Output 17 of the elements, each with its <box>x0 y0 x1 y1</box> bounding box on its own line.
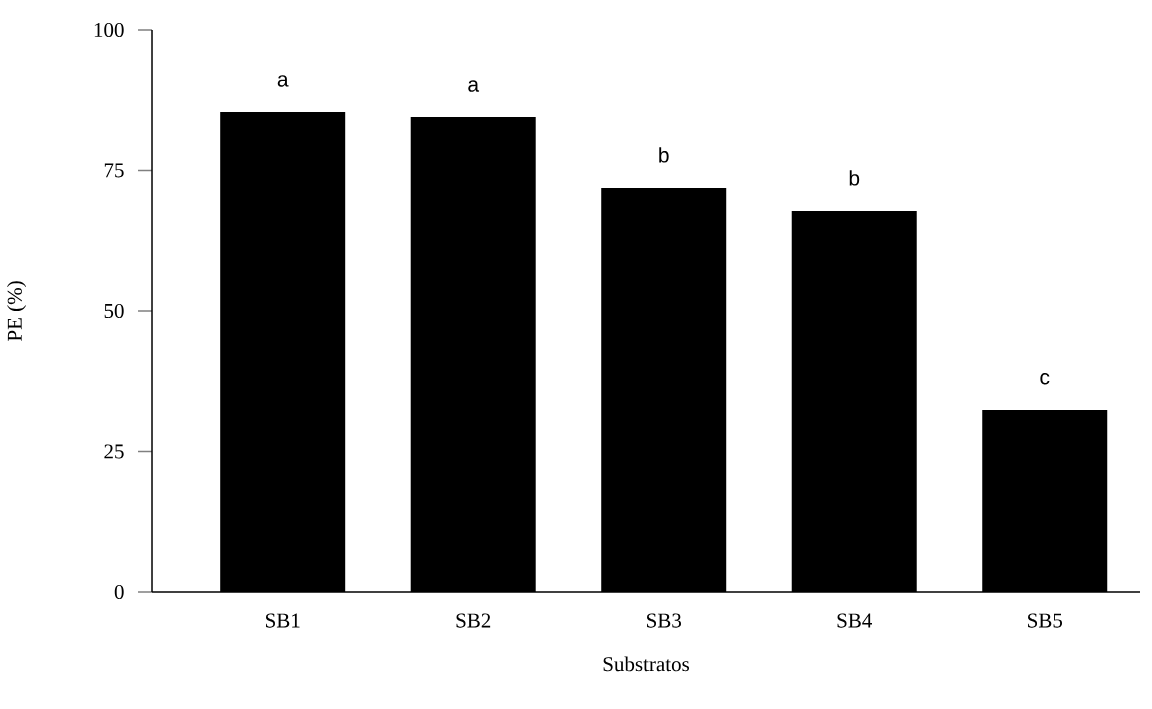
x-tick-label: SB2 <box>456 613 491 628</box>
annotation: b <box>659 147 669 163</box>
y-axis-title: PE (%) <box>7 281 27 341</box>
x-tick-label: SB5 <box>1028 613 1063 628</box>
annotation: a <box>277 75 289 87</box>
y-tick-label: 75 <box>104 163 124 178</box>
y-tick-label: 0 <box>114 584 124 600</box>
annotation: c <box>1040 373 1050 385</box>
x-tick-label: SB1 <box>266 613 300 628</box>
x-tick-label: SB4 <box>837 613 872 628</box>
y-tick-label: 25 <box>104 444 124 459</box>
annotation: b <box>849 170 860 186</box>
y-tick-label: 100 <box>94 22 124 38</box>
x-tick-label: SB3 <box>647 613 681 628</box>
x-axis-title: Substratos <box>603 656 690 672</box>
y-tick-label: 50 <box>104 303 124 319</box>
annotation: a <box>468 80 480 92</box>
